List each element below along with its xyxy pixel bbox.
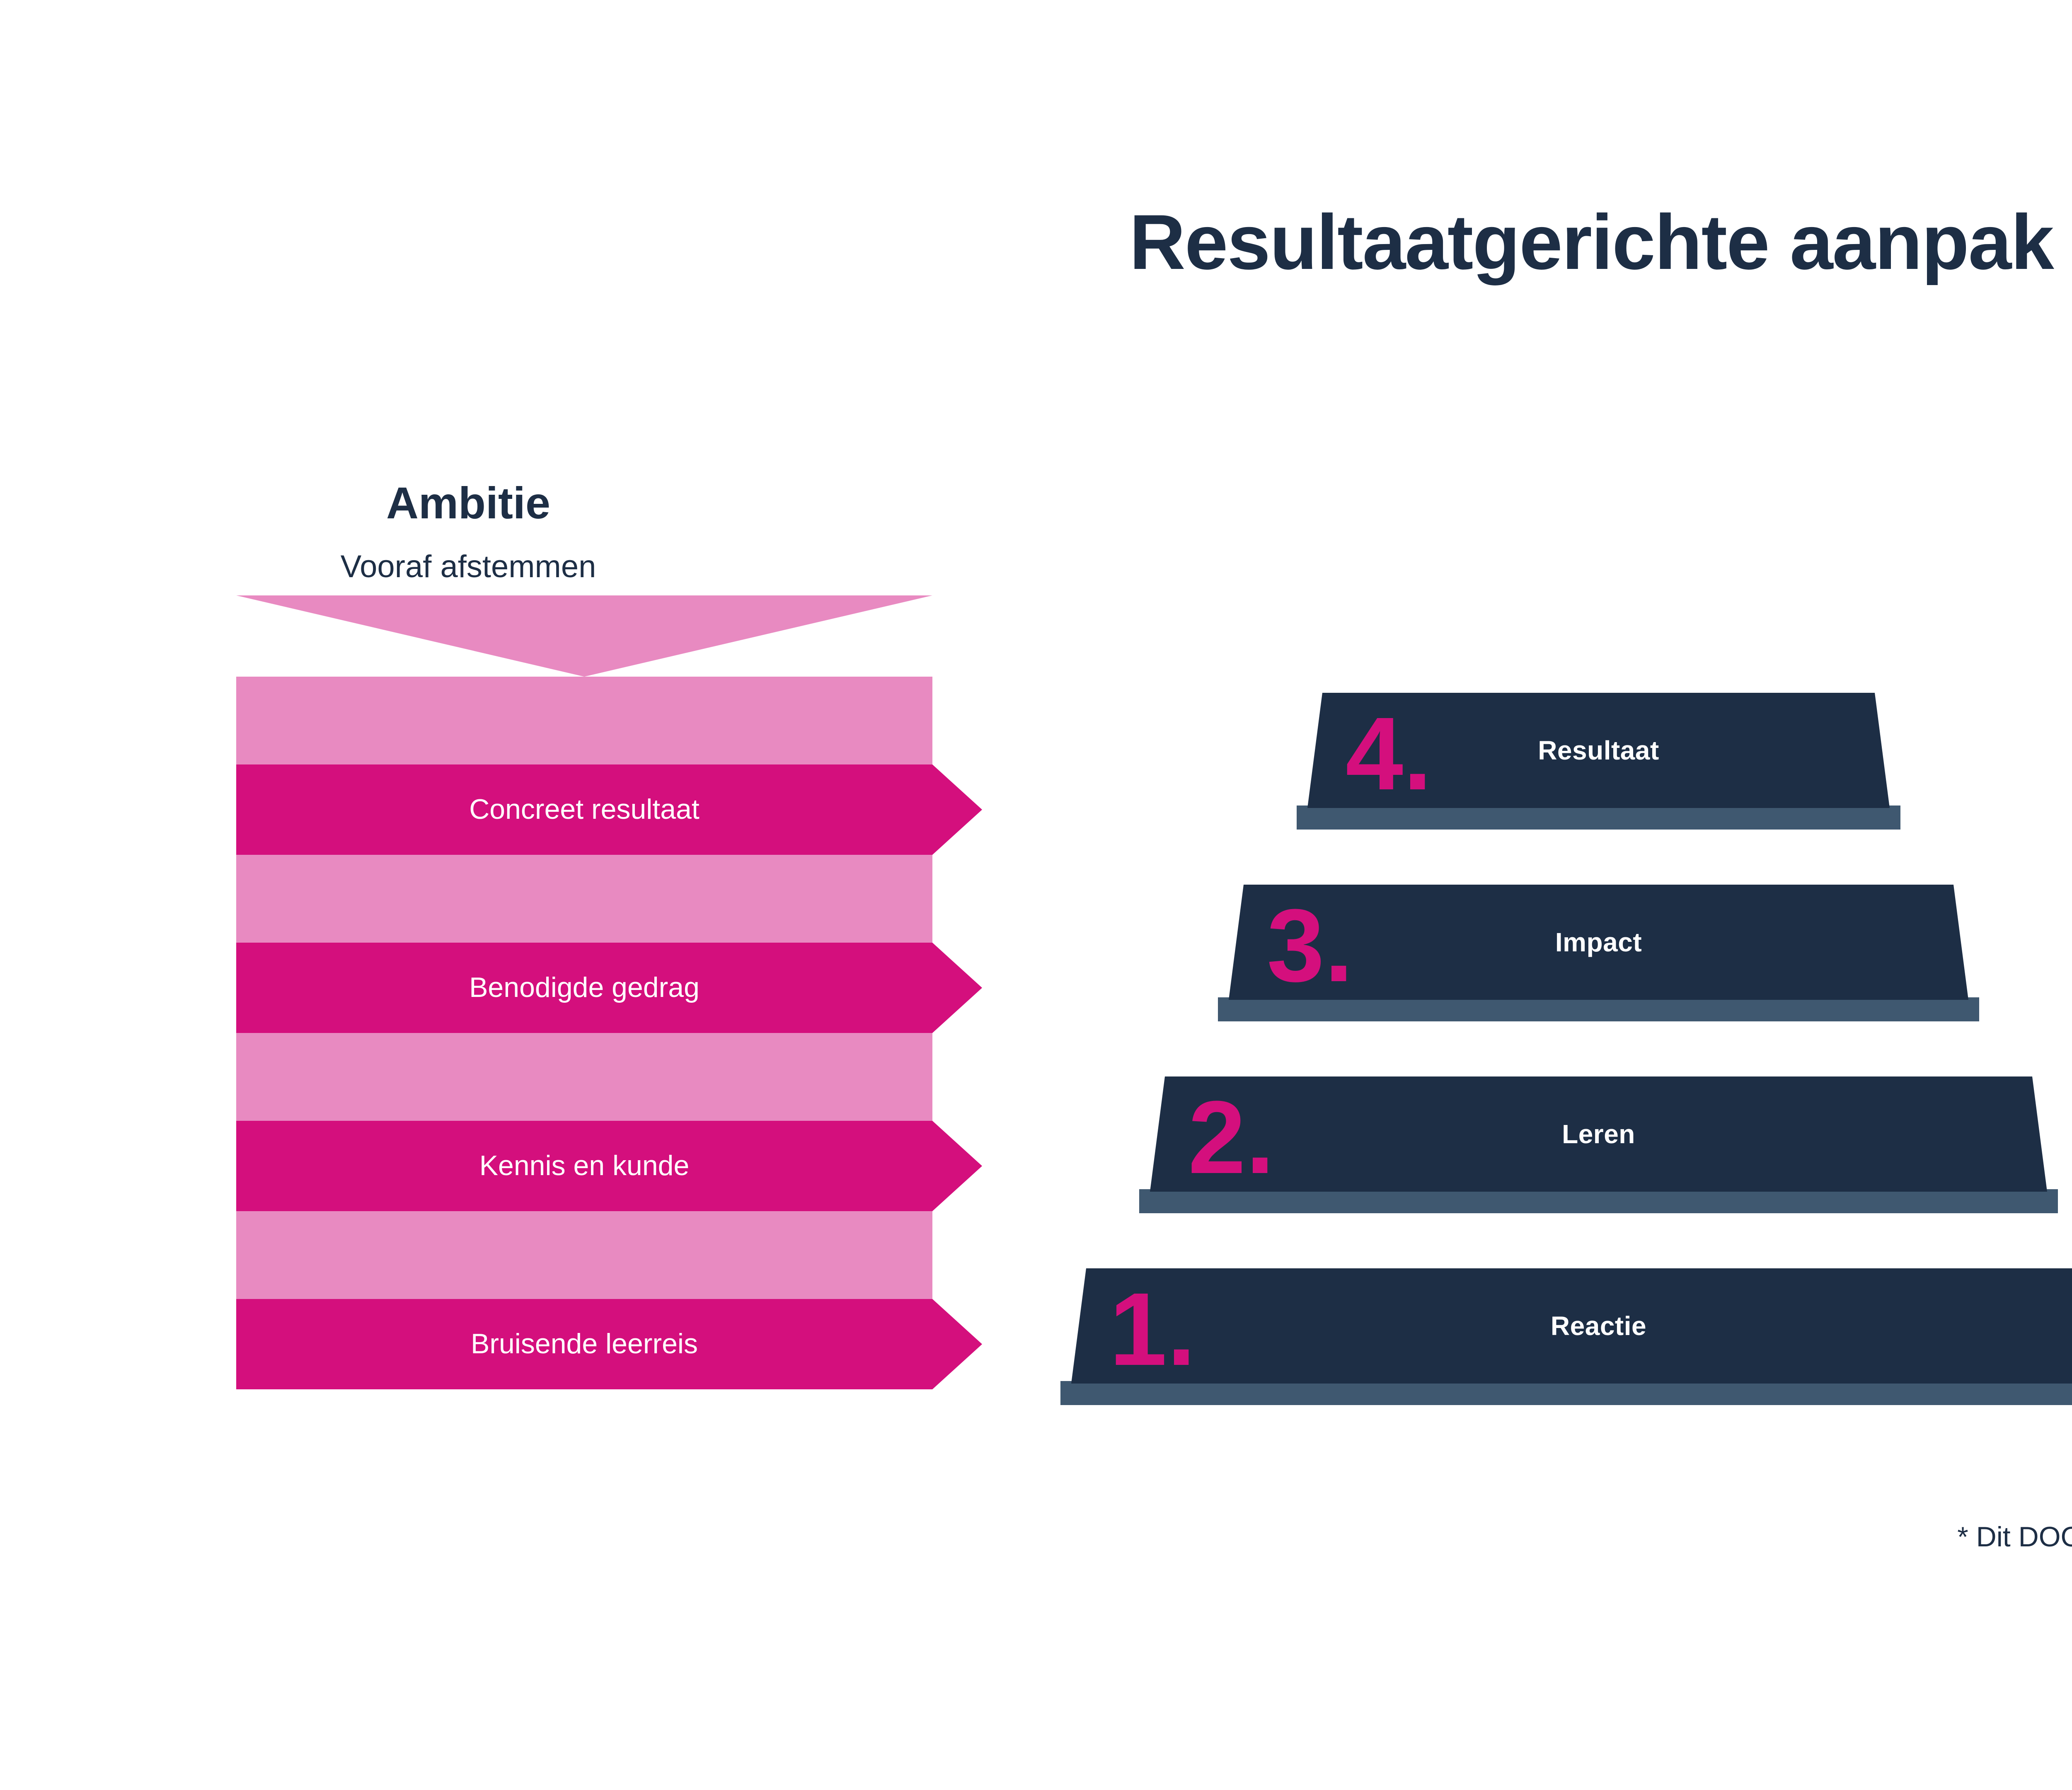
- pyramid-step-label-2: Leren: [1562, 1119, 1635, 1149]
- ambitie-label-2: Kennis en kunde: [479, 1150, 690, 1182]
- arrow-right-icon: [932, 1299, 982, 1389]
- pyramid-step-face: Resultaat: [1307, 693, 1890, 808]
- ambitie-band-3[interactable]: Benodigde gedrag: [236, 943, 982, 1033]
- pyramid-step-impact[interactable]: Impact 3.: [1218, 885, 1979, 1021]
- ambitie-band-spacer-2: [236, 1033, 932, 1121]
- footnote: * Dit DOOR model is gebaseerd op het ‘Tr…: [1957, 1521, 2072, 1553]
- pyramid-step-face: Impact: [1229, 885, 1968, 1000]
- pyramid-step-face: Leren: [1150, 1076, 2047, 1192]
- pyramid-step-leren[interactable]: Leren 2.: [1139, 1076, 2058, 1213]
- pyramid-step-face: Reactie: [1071, 1268, 2072, 1384]
- pyramid-step-reactie[interactable]: Reactie 1.: [1060, 1268, 2072, 1405]
- column-subtitle-ambitie: Vooraf afstemmen: [340, 549, 596, 584]
- pyramid-step-number-4: 4.: [1346, 696, 1432, 811]
- arrow-right-icon: [932, 764, 982, 855]
- pyramid-step-label-1: Reactie: [1550, 1311, 1647, 1341]
- pyramid-step-label-4: Resultaat: [1538, 735, 1659, 765]
- ambitie-band-2[interactable]: Kennis en kunde: [236, 1121, 982, 1211]
- ambitie-column: Concreet resultaat Benodigde gedrag Kenn…: [236, 595, 982, 1439]
- pyramid-step-number-2: 2.: [1188, 1079, 1275, 1195]
- ambitie-label-3: Benodigde gedrag: [469, 972, 700, 1004]
- ambitie-band-1[interactable]: Bruisende leerreis: [236, 1299, 982, 1389]
- arrow-right-icon: [932, 943, 982, 1033]
- pyramid-step-number-1: 1.: [1109, 1271, 1196, 1387]
- column-header-ambitie: Ambitie Vooraf afstemmen: [199, 478, 738, 584]
- pyramid-step-base: [1218, 997, 1979, 1021]
- ambitie-band-4[interactable]: Concreet resultaat: [236, 764, 982, 855]
- pyramid-step-label-3: Impact: [1555, 927, 1642, 957]
- pyramid-step-base: [1060, 1381, 2072, 1405]
- ambitie-label-4: Concreet resultaat: [469, 793, 700, 825]
- arrow-right-icon: [932, 1121, 982, 1211]
- ambitie-band-list: Concreet resultaat Benodigde gedrag Kenn…: [236, 677, 982, 1439]
- pyramid-step-resultaat[interactable]: Resultaat 4.: [1297, 693, 1900, 830]
- ambitie-label-1: Bruisende leerreis: [470, 1328, 698, 1360]
- column-title-ambitie: Ambitie: [386, 478, 551, 528]
- pyramid-step-base: [1297, 806, 1900, 830]
- ambitie-band-spacer-3: [236, 855, 932, 943]
- pyramid-step-base: [1139, 1189, 2058, 1213]
- page-title: Resultaatgerichte aanpak: [1129, 198, 2054, 285]
- ambitie-band-spacer-1: [236, 1211, 932, 1299]
- pyramid-step-number-3: 3.: [1267, 888, 1353, 1003]
- ambitie-band-spacer-4: [236, 677, 932, 764]
- chevron-notch-icon: [236, 595, 932, 677]
